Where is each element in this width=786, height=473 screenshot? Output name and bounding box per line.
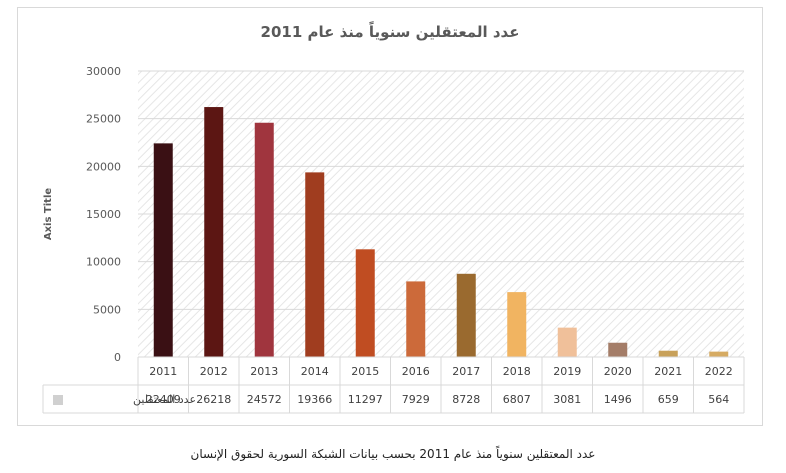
x-tick-label: 2011	[149, 365, 177, 378]
y-tick-label: 15000	[86, 208, 121, 221]
x-tick-label: 2017	[452, 365, 480, 378]
legend-series-name: عدد المعتقلين	[133, 393, 196, 406]
data-label: 659	[658, 393, 679, 406]
x-tick-label: 2021	[654, 365, 682, 378]
y-tick-label: 20000	[86, 160, 121, 173]
y-tick-label: 0	[114, 351, 121, 364]
data-label: 19366	[297, 393, 332, 406]
bar-2021	[658, 350, 678, 357]
x-tick-label: 2020	[604, 365, 632, 378]
x-tick-label: 2019	[553, 365, 581, 378]
figure-caption: عدد المعتقلين سنوياً منذ عام 2011 بحسب ب…	[190, 447, 596, 461]
y-tick-label: 10000	[86, 256, 121, 269]
data-label: 22409	[146, 393, 181, 406]
x-tick-label: 2014	[301, 365, 329, 378]
y-tick-label: 25000	[86, 113, 121, 126]
data-label: 3081	[553, 393, 581, 406]
data-label: 7929	[402, 393, 430, 406]
x-tick-label: 2015	[351, 365, 379, 378]
legend-swatch	[53, 395, 63, 405]
data-label: 26218	[196, 393, 231, 406]
data-label: 8728	[452, 393, 480, 406]
bar-2019	[557, 327, 577, 357]
data-table: 2011 22409 2012 26218 2013 24572 2014 19366 2015…	[42, 356, 745, 414]
data-label: 11297	[348, 393, 383, 406]
chart-title: عدد المعتقلين سنوياً منذ عام 2011	[260, 23, 520, 41]
bar-2015	[355, 249, 375, 357]
y-axis-title: Axis Title	[43, 188, 54, 241]
x-tick-label: 2012	[200, 365, 228, 378]
x-tick-label: 2013	[250, 365, 278, 378]
bar-2018	[507, 292, 527, 357]
bar-2022	[709, 351, 729, 357]
data-label: 564	[708, 393, 729, 406]
data-label: 24572	[247, 393, 282, 406]
y-axis-ticks: 0 5000 10000 15000 20000 25000 30000	[86, 65, 121, 364]
x-tick-label: 2022	[705, 365, 733, 378]
y-tick-label: 30000	[86, 65, 121, 78]
bar-2011	[153, 143, 173, 357]
x-tick-label: 2018	[503, 365, 531, 378]
bar-2013	[254, 122, 274, 357]
bar-2020	[608, 342, 628, 357]
bar-2016	[406, 281, 426, 357]
bar-2014	[305, 172, 325, 357]
bars	[153, 107, 729, 357]
data-label: 1496	[604, 393, 632, 406]
bar-2012	[204, 107, 224, 357]
data-label: 6807	[503, 393, 531, 406]
bar-2017	[456, 273, 476, 357]
x-tick-label: 2016	[402, 365, 430, 378]
y-tick-label: 5000	[93, 303, 121, 316]
